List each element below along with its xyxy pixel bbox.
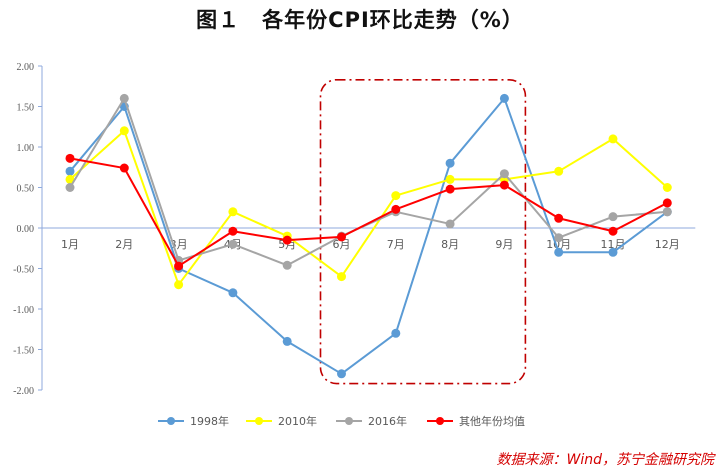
series-1-point <box>174 280 184 290</box>
source-note: 数据来源：Wind，苏宁金融研究院 <box>496 452 715 468</box>
series-0-point <box>65 166 75 176</box>
series-1-point <box>608 134 618 144</box>
legend-label: 2016年 <box>368 414 407 428</box>
x-tick-label: 12月 <box>655 238 680 251</box>
series-3-point <box>65 153 75 163</box>
series-2-point <box>282 260 292 270</box>
series-1-point <box>228 207 238 217</box>
x-tick-label: 1月 <box>61 238 79 251</box>
x-tick-label: 7月 <box>387 238 405 251</box>
y-tick-label: -1.00 <box>13 305 34 316</box>
x-tick-label: 6月 <box>333 238 351 251</box>
series-2-point <box>445 219 455 229</box>
y-tick-label: 1.00 <box>17 143 35 154</box>
series-2-point <box>554 233 564 243</box>
series-2-point <box>608 212 618 222</box>
legend-label: 2010年 <box>278 414 317 428</box>
series-0-point <box>391 328 401 338</box>
series-0-point <box>554 247 564 257</box>
series-1-point <box>445 174 455 184</box>
series-1-point <box>554 166 564 176</box>
series-0-point <box>499 93 509 103</box>
series-3-point <box>391 204 401 214</box>
series-line-3 <box>69 157 668 268</box>
series-0-point <box>228 288 238 298</box>
series-line-1 <box>69 129 668 286</box>
y-tick-label: -2.00 <box>13 386 34 397</box>
series-0-point <box>445 158 455 168</box>
series-2-point <box>228 239 238 249</box>
legend-label: 其他年份均值 <box>459 414 525 428</box>
series-1-point <box>119 126 129 136</box>
series-3-point <box>174 261 184 271</box>
series-1-point <box>662 183 672 192</box>
y-tick-label: -1.50 <box>13 346 34 357</box>
series-2-point <box>499 169 509 179</box>
legend-marker <box>167 417 175 425</box>
x-tick-label: 10月 <box>546 238 571 251</box>
legend-label: 1998年 <box>190 414 229 428</box>
series-1-point <box>65 174 75 184</box>
series-3-point <box>499 180 509 190</box>
y-tick-label: 2.00 <box>17 62 35 73</box>
y-tick-label: 0.50 <box>17 184 35 195</box>
series-3-point <box>554 213 564 223</box>
series-1-point <box>337 272 346 282</box>
series-3-point <box>608 226 618 236</box>
series-line-2 <box>69 97 668 267</box>
series-3-point <box>662 198 672 208</box>
series-3-point <box>119 163 129 173</box>
legend-marker <box>345 417 353 425</box>
series-2-point <box>65 183 75 192</box>
legend-marker <box>436 417 444 425</box>
series-0-point <box>337 369 346 379</box>
y-tick-label: 1.50 <box>17 103 35 114</box>
series-line-0 <box>69 97 668 375</box>
series-0-point <box>608 247 618 257</box>
chart-title: 图１ 各年份CPI环比走势（%） <box>196 8 524 32</box>
y-tick-label: -0.50 <box>13 265 34 276</box>
series-3-point <box>445 184 455 194</box>
series-2-point <box>119 93 129 103</box>
series-3-point <box>282 235 292 245</box>
series-2-point <box>662 207 672 217</box>
x-tick-label: 2月 <box>115 238 133 251</box>
y-tick-label: 0.00 <box>17 224 35 235</box>
x-tick-label: 8月 <box>441 238 459 251</box>
series-0-point <box>282 336 292 346</box>
legend-marker <box>255 417 263 425</box>
series-3-point <box>337 232 346 242</box>
series-3-point <box>228 226 238 236</box>
series-1-point <box>391 191 401 201</box>
x-tick-label: 9月 <box>495 238 513 251</box>
